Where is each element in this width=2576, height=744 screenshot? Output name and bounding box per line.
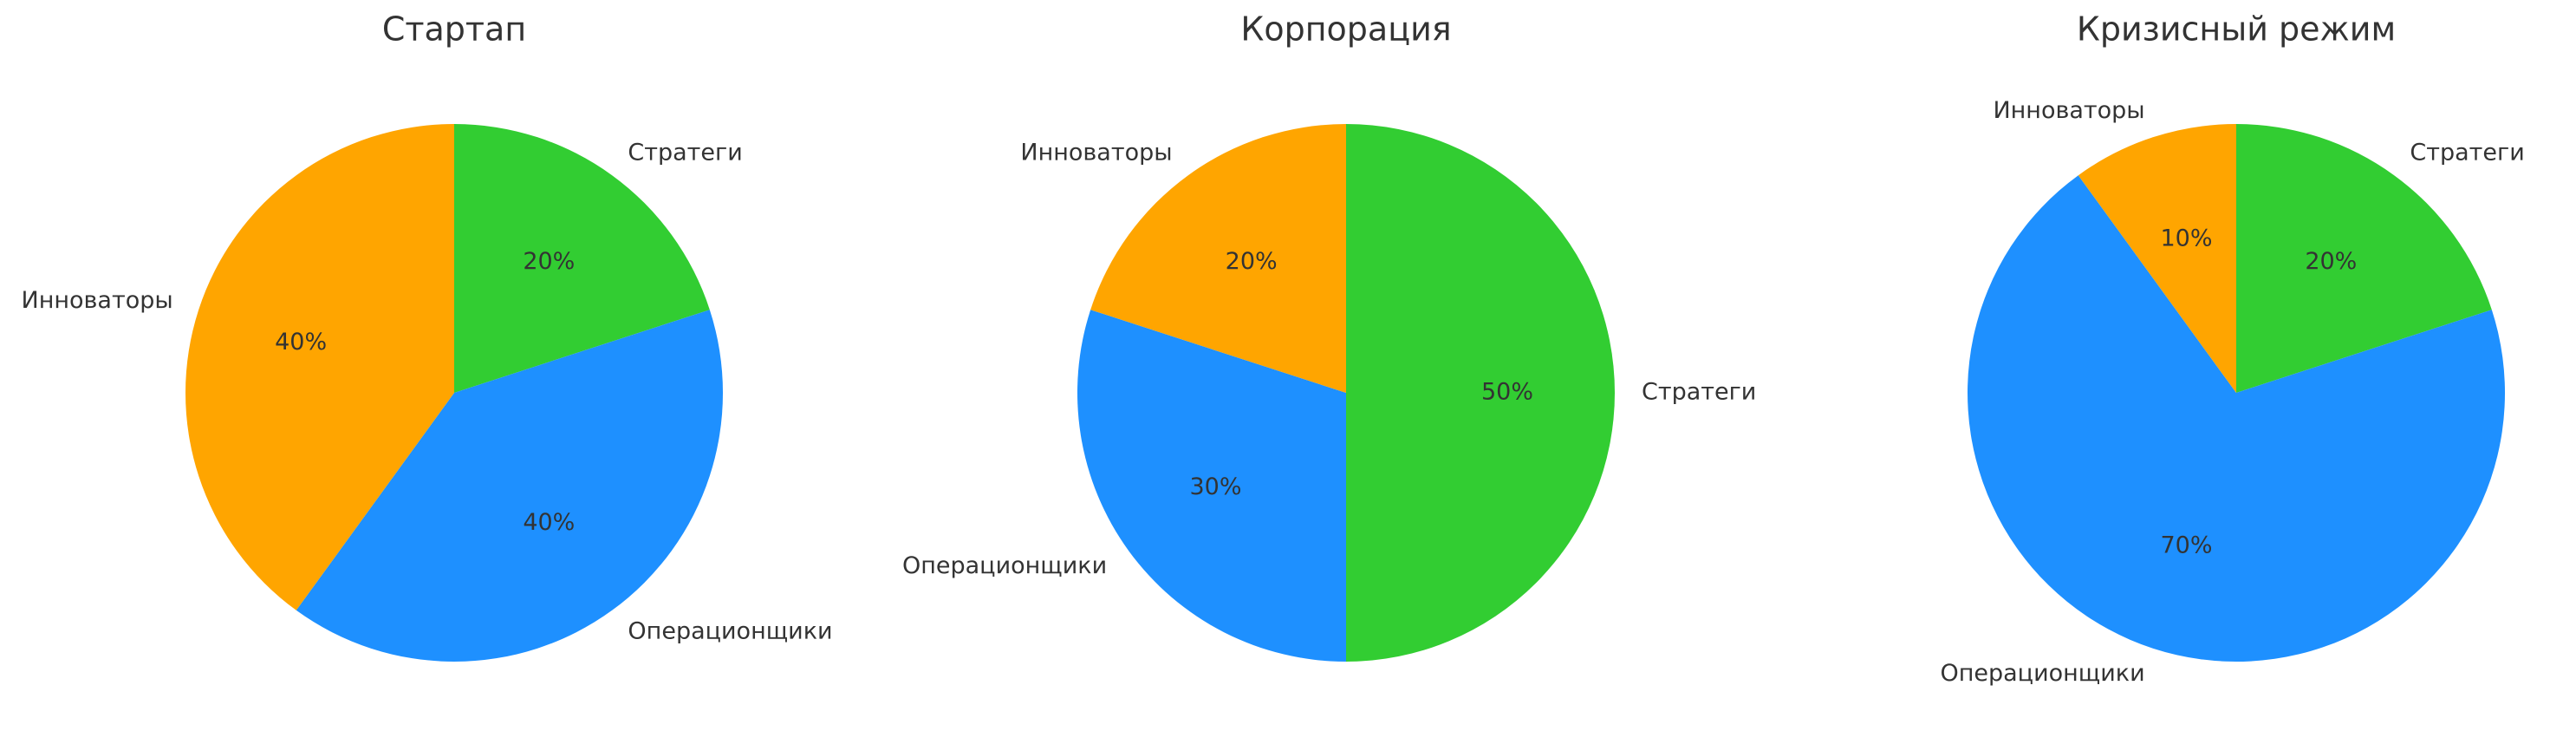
pie-slice <box>185 124 454 610</box>
slice-value-label: 20% <box>2305 248 2357 275</box>
pie-slice <box>1346 124 1615 662</box>
slice-value-label: 20% <box>1226 248 1278 275</box>
slice-label: Инноваторы <box>1020 140 1172 166</box>
pie-slice <box>1968 175 2506 662</box>
pie-slice <box>1090 124 1346 393</box>
slice-value-label: 40% <box>523 509 575 536</box>
slice-label: Операционщики <box>1940 660 2144 687</box>
slice-label: Стратеги <box>2410 140 2524 166</box>
slice-value-label: 70% <box>2161 532 2213 558</box>
slice-label: Стратеги <box>628 140 742 166</box>
slice-value-label: 10% <box>2161 225 2213 252</box>
slice-label: Операционщики <box>902 552 1107 579</box>
chart-title: Стартап <box>382 10 526 49</box>
pie-slice <box>1077 310 1346 662</box>
chart-title: Кризисный режим <box>2077 10 2396 49</box>
pie-slice <box>454 124 710 393</box>
slice-label: Инноваторы <box>1993 97 2144 124</box>
pie-slice <box>296 310 724 662</box>
chart-title: Корпорация <box>1240 10 1451 49</box>
pie-slice <box>2078 124 2236 393</box>
slice-label: Инноваторы <box>22 287 173 314</box>
slice-value-label: 30% <box>1190 473 1242 500</box>
slice-value-label: 50% <box>1481 379 1533 406</box>
slice-label: Стратеги <box>1642 379 1756 406</box>
slice-label: Операционщики <box>628 617 832 644</box>
slice-value-label: 20% <box>523 248 575 275</box>
slice-value-label: 40% <box>275 329 327 356</box>
pie-slice <box>2236 124 2492 393</box>
